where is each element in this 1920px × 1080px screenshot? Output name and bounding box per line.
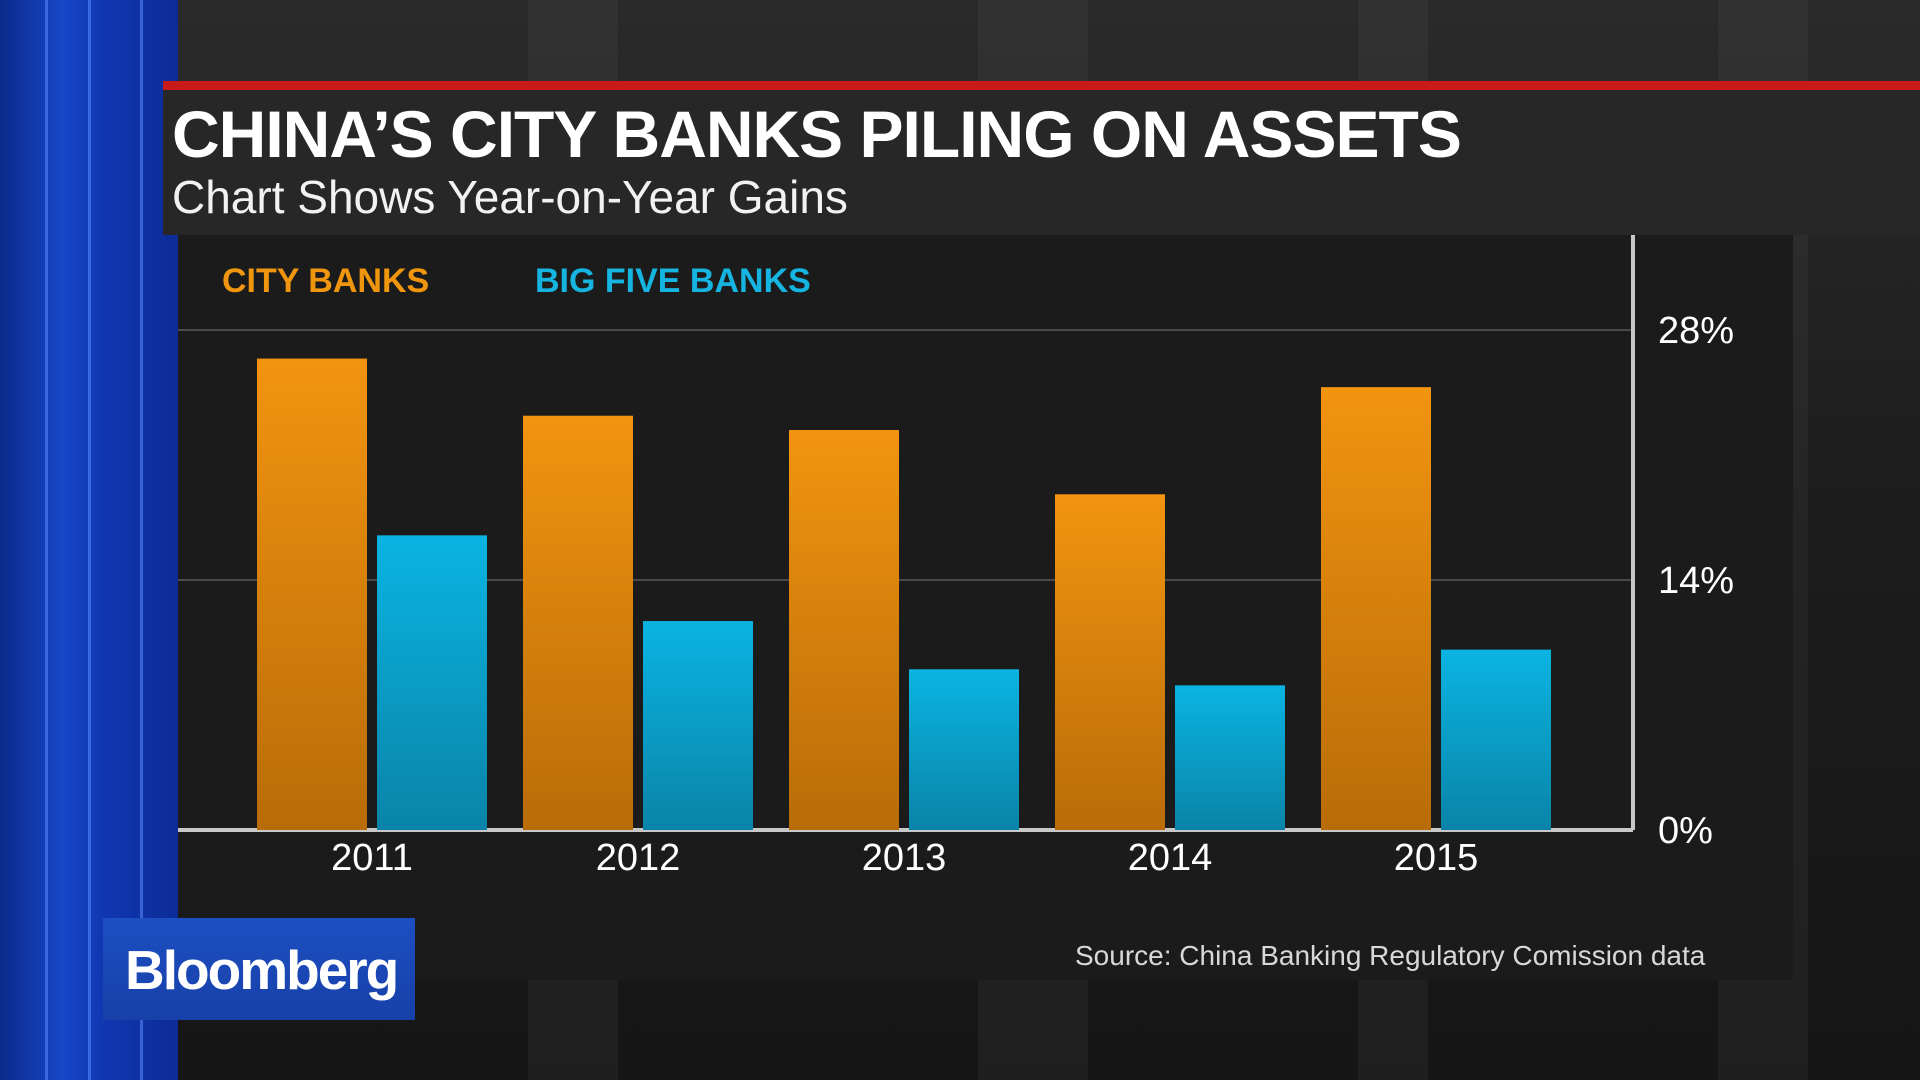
x-tick-label: 2015 [1394,837,1479,879]
x-tick-label: 2011 [331,837,413,879]
x-tick-label: 2013 [862,837,947,879]
x-tick-label: 2014 [1128,837,1213,879]
bar-big-five-banks [377,535,487,830]
y-tick-label: 0% [1658,810,1713,852]
bar-city-banks [257,358,367,830]
blue-stripe [45,0,48,1080]
bar-city-banks [523,415,633,830]
x-tick-label: 2012 [596,837,681,879]
bloomberg-logo-text: Bloomberg [125,939,399,1001]
bar-city-banks [1321,387,1431,830]
chart-title: CHINA’S CITY BANKS PILING ON ASSETS [172,97,1462,171]
bar-city-banks [1055,494,1165,830]
y-tick-label: 14% [1658,560,1734,602]
chart-subtitle: Chart Shows Year-on-Year Gains [172,171,848,223]
bar-city-banks [789,430,899,830]
bloomberg-logo [103,918,415,1020]
bar-big-five-banks [1441,649,1551,830]
studio-blue-panel [0,0,178,1080]
bar-big-five-banks [909,669,1019,830]
blue-stripe [140,0,143,1080]
legend-big-five-banks: BIG FIVE BANKS [535,262,811,300]
blue-stripe [88,0,91,1080]
header-banner [163,90,1920,235]
bar-big-five-banks [1175,685,1285,830]
y-tick-label: 28% [1658,310,1734,352]
source-note: Source: China Banking Regulatory Comissi… [1075,940,1706,971]
bar-big-five-banks [643,621,753,830]
legend-city-banks: CITY BANKS [222,262,430,300]
header-accent-line [163,81,1920,90]
